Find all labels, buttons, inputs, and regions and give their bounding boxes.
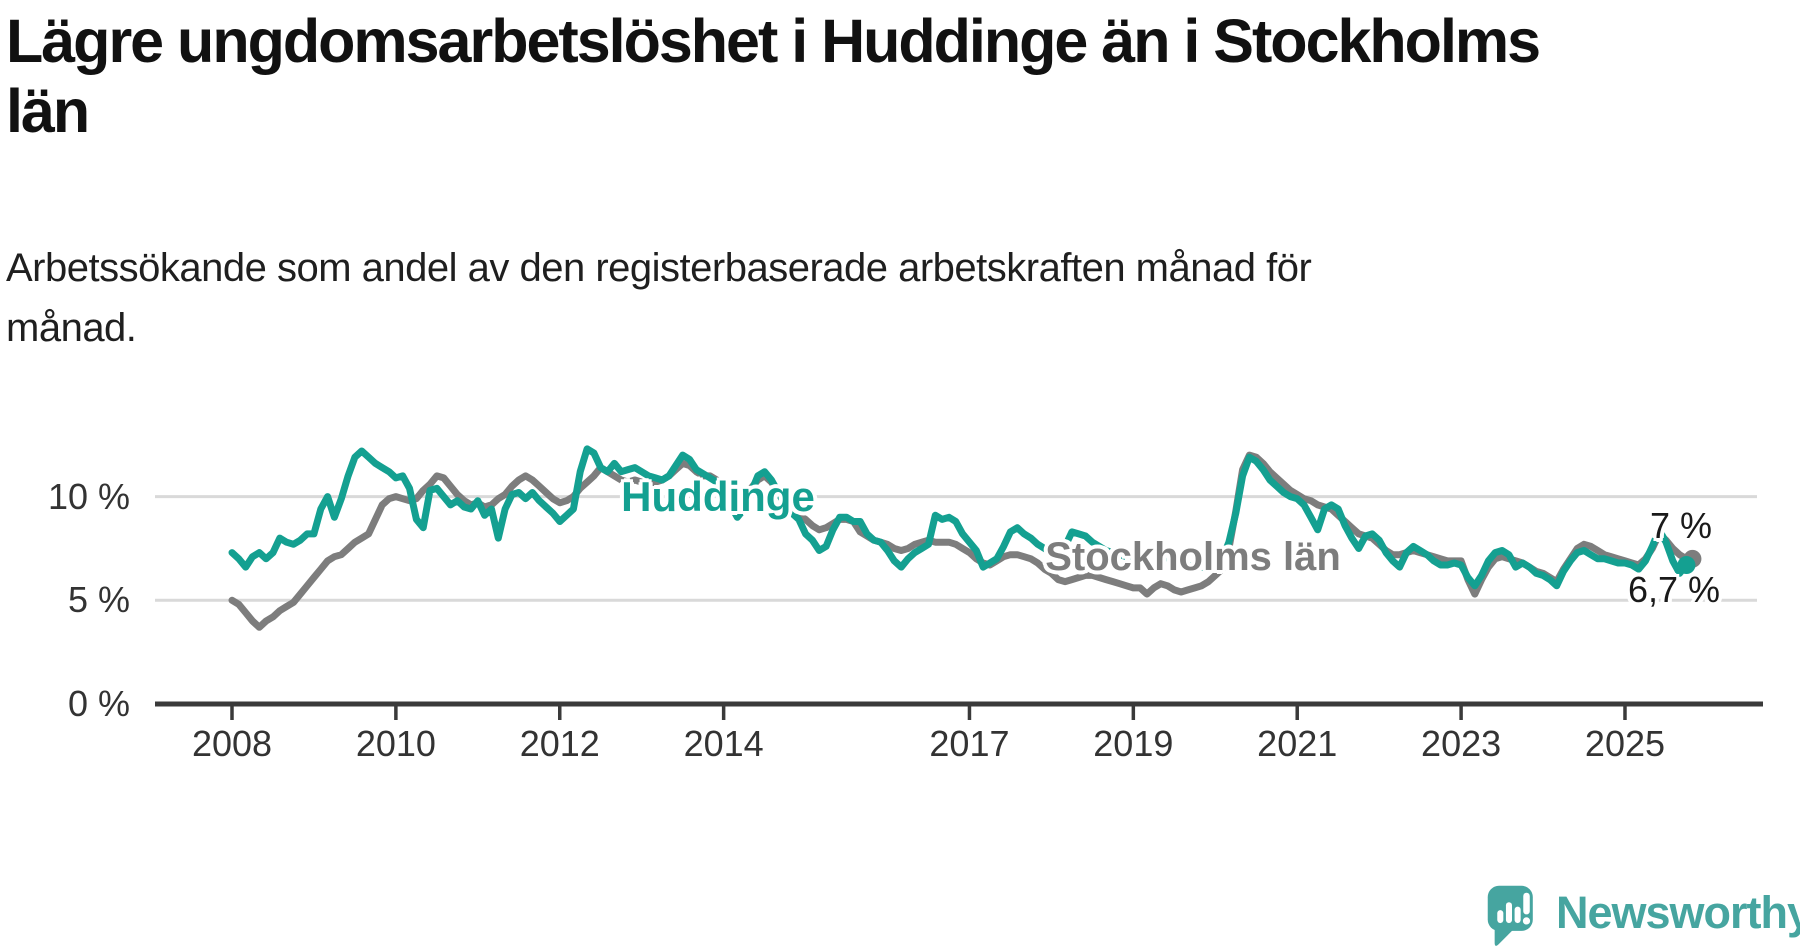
y-axis-label-0: 0 %	[67, 683, 130, 724]
series-label-huddinge: Huddinge	[621, 473, 815, 520]
x-axis-label-2014: 2014	[683, 723, 764, 764]
newsworthy-wordmark: Newsworthy	[1556, 887, 1800, 938]
x-axis-label-2017: 2017	[929, 723, 1010, 764]
x-axis-label-2010: 2010	[355, 723, 436, 764]
end-value-label-stockholms-lan: 7 %	[1650, 505, 1713, 546]
x-axis-label-2021: 2021	[1257, 723, 1338, 764]
chart-subtitle-line2: månad.	[6, 306, 137, 350]
x-axis-label-2012: 2012	[519, 723, 600, 764]
series-end-dot-huddinge	[1677, 556, 1696, 575]
end-value-label-huddinge: 6,7 %	[1628, 569, 1721, 610]
chart-subtitle-line1: Arbetssökande som andel av den registerb…	[6, 246, 1312, 290]
x-axis-label-2019: 2019	[1093, 723, 1174, 764]
newsworthy-logo-icon	[1487, 885, 1533, 946]
chart-subtitle: Arbetssökande som andel av den registerb…	[6, 238, 1646, 358]
page-title-line1: Lägre ungdomsarbetslöshet i Huddinge än …	[6, 7, 1541, 75]
x-axis-label-2008: 2008	[191, 723, 273, 764]
y-axis-label-5: 5 %	[67, 579, 130, 620]
newsworthy-branding: Newsworthy	[1486, 880, 1800, 948]
series-line-huddinge	[228, 445, 1690, 590]
x-axis-label-2025: 2025	[1584, 723, 1666, 764]
x-axis-label-2023: 2023	[1421, 723, 1502, 764]
page-title: Lägre ungdomsarbetslöshet i Huddinge än …	[6, 6, 1766, 146]
series-label-stockholms-lan: Stockholms län	[1045, 535, 1341, 579]
y-axis-label-10: 10 %	[47, 476, 130, 517]
bar-chart-glyph	[1497, 892, 1531, 925]
page-title-line2: län	[6, 77, 90, 145]
